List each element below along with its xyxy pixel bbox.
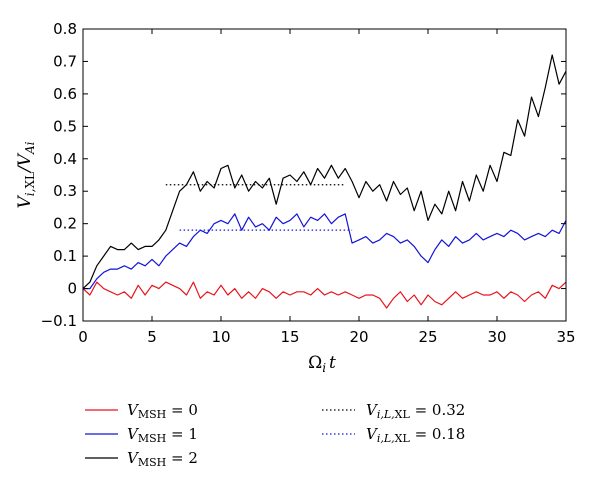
y-tick-label: 0.4 xyxy=(53,150,77,168)
series-line-vmsh2 xyxy=(82,54,567,290)
x-tick-label: 15 xyxy=(280,328,299,346)
y-tick-label: 0.2 xyxy=(53,215,77,233)
y-tick-label: 0.6 xyxy=(53,85,77,103)
y-axis-title-sub1: i, xyxy=(23,189,37,197)
legend-label-vmsh0: VMSH = 0 xyxy=(127,401,198,421)
x-tick-label: 5 xyxy=(147,328,157,346)
x-tick-label: 25 xyxy=(418,328,437,346)
x-axis-ticks: 0 5 10 15 20 25 30 35 xyxy=(78,29,576,346)
x-tick-label: 30 xyxy=(487,328,506,346)
x-axis-title-tail: t xyxy=(329,353,336,373)
y-tick-label: 0.3 xyxy=(53,182,77,200)
plot-lines xyxy=(82,54,567,309)
plot-frame xyxy=(82,28,567,322)
y-axis-title: Vi,XL/VAi xyxy=(15,141,37,208)
y-tick-label: 0.7 xyxy=(53,52,77,70)
x-axis-title: Ωi t xyxy=(308,353,336,375)
reference-lines xyxy=(165,184,353,231)
y-axis-title-mid: /V xyxy=(15,152,35,174)
y-tick-label: −0.1 xyxy=(41,312,77,330)
y-tick-label: 0 xyxy=(67,280,77,298)
legend: VMSH = 0 VMSH = 1 VMSH = 2 Vi,L,XL = 0.3… xyxy=(85,401,465,469)
series-line-vmsh1 xyxy=(83,213,567,290)
x-axis-title-sub: i xyxy=(322,361,326,375)
x-tick-label: 35 xyxy=(556,328,575,346)
y-axis-title-var: V xyxy=(15,194,35,208)
y-tick-label: 0.8 xyxy=(53,20,77,38)
legend-label-vmsh2: VMSH = 2 xyxy=(127,449,198,469)
y-axis-ticks: −0.1 0 0.1 0.2 0.3 0.4 0.5 0.6 0.7 0.8 xyxy=(41,20,566,330)
y-axis-title-sub2: Ai xyxy=(23,141,37,155)
x-tick-label: 20 xyxy=(349,328,368,346)
x-axis-title-var: Ω xyxy=(308,353,322,373)
legend-label-ref018: Vi,L,XL = 0.18 xyxy=(366,425,465,445)
x-tick-label: 0 xyxy=(78,328,88,346)
legend-label-vmsh1: VMSH = 1 xyxy=(127,425,198,445)
legend-label-ref032: Vi,L,XL = 0.32 xyxy=(366,401,465,421)
series-line-vmsh0 xyxy=(82,281,567,309)
y-tick-label: 0.5 xyxy=(53,117,77,135)
y-tick-label: 0.1 xyxy=(53,247,77,265)
x-tick-label: 10 xyxy=(211,328,230,346)
y-axis-title-sub1b: XL xyxy=(23,172,37,189)
